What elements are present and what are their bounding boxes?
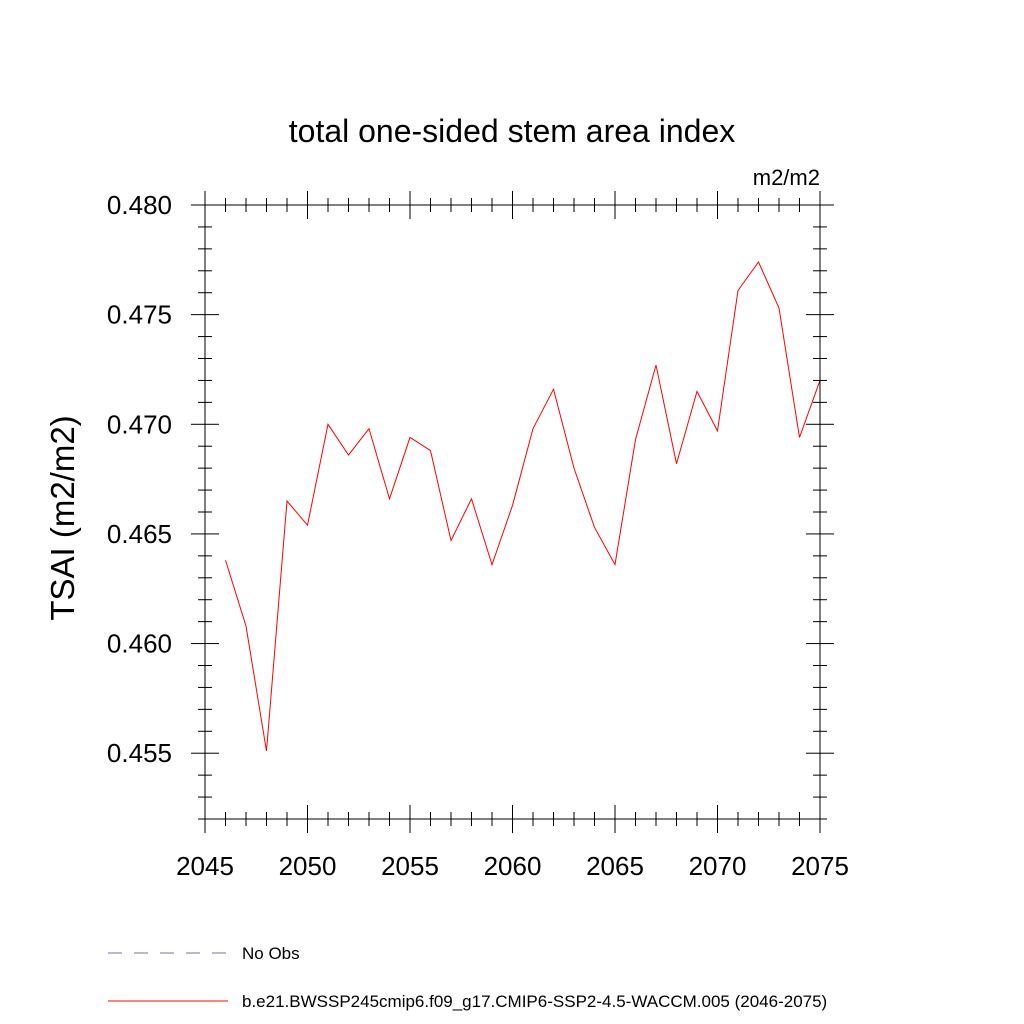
- x-tick-label: 2055: [381, 851, 439, 881]
- y-tick-label: 0.475: [107, 300, 172, 330]
- y-tick-labels: 0.455 0.460 0.465 0.470 0.475 0.480: [107, 190, 172, 768]
- plot-frame: [204, 204, 821, 820]
- x-tick-label: 2065: [586, 851, 644, 881]
- x-tick-labels: 2045 2050 2055 2060 2065 2070 2075: [176, 851, 849, 881]
- x-tick-label: 2045: [176, 851, 234, 881]
- y-tick-label: 0.480: [107, 190, 172, 220]
- units-label: m2/m2: [753, 165, 820, 190]
- series-lines: [225, 261, 821, 752]
- chart-title: total one-sided stem area index: [289, 113, 735, 149]
- legend-label-no-obs: No Obs: [242, 944, 300, 963]
- y-tick-label: 0.460: [107, 629, 172, 659]
- y-tick-label: 0.455: [107, 738, 172, 768]
- y-tick-label: 0.470: [107, 409, 172, 439]
- y-axis-label: TSAI (m2/m2): [44, 415, 81, 620]
- y-tick-label: 0.465: [107, 519, 172, 549]
- x-tick-label: 2070: [689, 851, 747, 881]
- x-tick-label: 2075: [791, 851, 849, 881]
- x-tick-label: 2060: [484, 851, 542, 881]
- x-tick-label: 2050: [279, 851, 337, 881]
- minor-ticks: [198, 198, 827, 826]
- legend: No Obs b.e21.BWSSP245cmip6.f09_g17.CMIP6…: [108, 944, 827, 1011]
- major-ticks: [191, 191, 834, 833]
- series-line: [225, 261, 821, 752]
- legend-label-model: b.e21.BWSSP245cmip6.f09_g17.CMIP6-SSP2-4…: [242, 992, 827, 1011]
